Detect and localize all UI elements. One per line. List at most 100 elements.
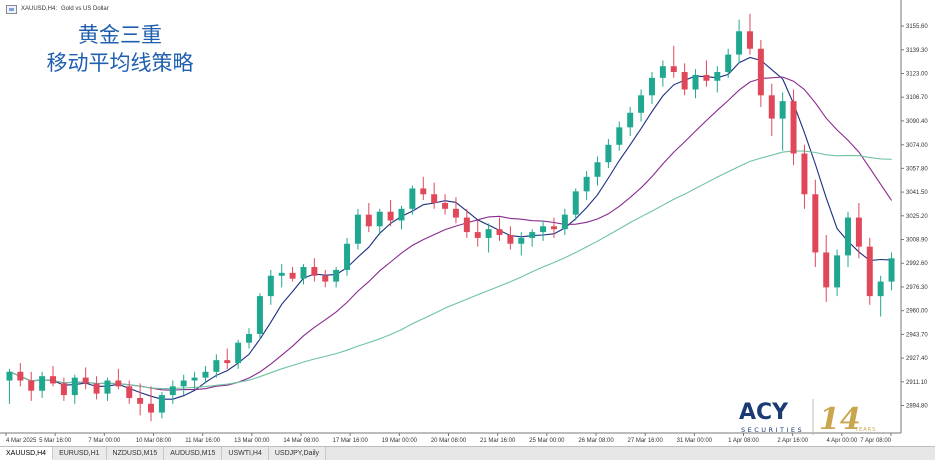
time-tick-label: 11 Mar 16:00 [185, 438, 221, 444]
candle [191, 371, 198, 390]
candle [866, 237, 873, 305]
tab-uswti-h4[interactable]: USWTI,H4 [222, 447, 269, 460]
candle [855, 202, 862, 259]
candle [126, 380, 133, 404]
overlay-title-line1: 黄金三重 [78, 23, 162, 47]
price-tick-label: 3025.20 [906, 214, 928, 220]
candle [39, 371, 46, 398]
price-tick-label: 2911.10 [906, 380, 928, 386]
candle-body [256, 296, 263, 334]
candle-body [834, 255, 841, 288]
candle [420, 176, 427, 201]
time-tick-label: 5 Mar 16:00 [39, 438, 72, 444]
time-tick-label: 25 Mar 00:00 [529, 438, 565, 444]
candle [834, 249, 841, 297]
candle [289, 267, 296, 282]
candle [50, 365, 57, 387]
candle-body [17, 371, 24, 381]
candle-body [213, 360, 220, 372]
candle-body [507, 235, 514, 244]
candle [877, 275, 884, 317]
logo-years-text: YEARS [854, 427, 876, 433]
candle [409, 185, 416, 215]
moving-averages [9, 56, 893, 400]
candle-body [757, 48, 764, 96]
candle-body [322, 275, 329, 282]
price-tick-label: 3074.00 [906, 143, 928, 149]
logo-years-number: 14 [819, 402, 861, 437]
candle-body [235, 342, 242, 364]
candle-body [812, 194, 819, 253]
tab-xauusd-h4[interactable]: XAUUSD,H4 [0, 447, 54, 460]
candle [213, 354, 220, 378]
price-tick-label: 3106.70 [906, 95, 928, 101]
candle [605, 138, 612, 169]
candle [474, 220, 481, 247]
candle [540, 220, 547, 241]
candle-body [790, 101, 797, 154]
time-tick-label: 7 Mar 00:00 [88, 438, 121, 444]
candle-body [888, 258, 895, 282]
candle [431, 182, 438, 209]
candle [82, 367, 89, 390]
candle [17, 363, 24, 387]
candle [322, 269, 329, 288]
candle [169, 380, 176, 404]
candle [398, 205, 405, 230]
chart-window-icon[interactable] [6, 4, 17, 14]
tab-audusd-m15[interactable]: AUDUSD,M15 [164, 447, 223, 460]
candle [768, 83, 775, 137]
symbol-title: XAUUSD,H4: [21, 6, 58, 12]
tab-eurusd-h1[interactable]: EURUSD,H1 [53, 447, 107, 460]
candle [442, 194, 449, 215]
candle [137, 383, 144, 416]
candle-body [28, 380, 35, 391]
candle-body [354, 214, 361, 244]
candle [888, 252, 895, 291]
candle [300, 264, 307, 285]
candle-body [158, 395, 165, 413]
candle-body [779, 101, 786, 119]
acy-logo: ACY SECURITIES 14 YEARS [739, 399, 876, 437]
candle [387, 200, 394, 227]
time-axis: 4 Mar 2025 5 Mar 16:00 7 Mar 00:00 10 Mar 0… [5, 433, 892, 444]
candle [148, 386, 155, 422]
candle-body [278, 272, 285, 276]
tab-nzdusd-m15[interactable]: NZDUSD,M15 [106, 447, 165, 460]
candle-body [148, 403, 155, 413]
candle-body [844, 217, 851, 256]
candle [115, 368, 122, 390]
candle [823, 235, 830, 302]
candle [659, 60, 666, 87]
candle-body [376, 211, 383, 227]
candle [202, 365, 209, 384]
candle-body [736, 31, 743, 55]
candle [344, 237, 351, 276]
candle [594, 156, 601, 186]
time-tick-label: 17 Mar 16:00 [332, 438, 368, 444]
candle [333, 267, 340, 288]
candle-body [115, 380, 122, 387]
price-tick-label: 2960.00 [906, 309, 928, 315]
time-tick-label: 19 Mar 00:00 [382, 438, 418, 444]
candle-body [344, 243, 351, 270]
candle-body [60, 383, 67, 396]
candle-body [550, 226, 557, 230]
candle [648, 72, 655, 105]
tab-usdjpy-daily[interactable]: USDJPY,Daily [268, 447, 327, 460]
candle [463, 208, 470, 238]
logo-brand: ACY [739, 400, 789, 425]
candle-body [398, 208, 405, 221]
candle [365, 202, 372, 233]
candle-body [561, 214, 568, 230]
candle-body [202, 371, 209, 378]
time-tick-label: 31 Mar 00:00 [677, 438, 713, 444]
time-tick-label: 2 Apr 16:00 [777, 438, 808, 444]
candle [104, 377, 111, 401]
candle-body [409, 188, 416, 209]
candle-body [311, 267, 318, 276]
candle-body [714, 72, 721, 81]
candle [670, 45, 677, 78]
candle [692, 69, 699, 99]
